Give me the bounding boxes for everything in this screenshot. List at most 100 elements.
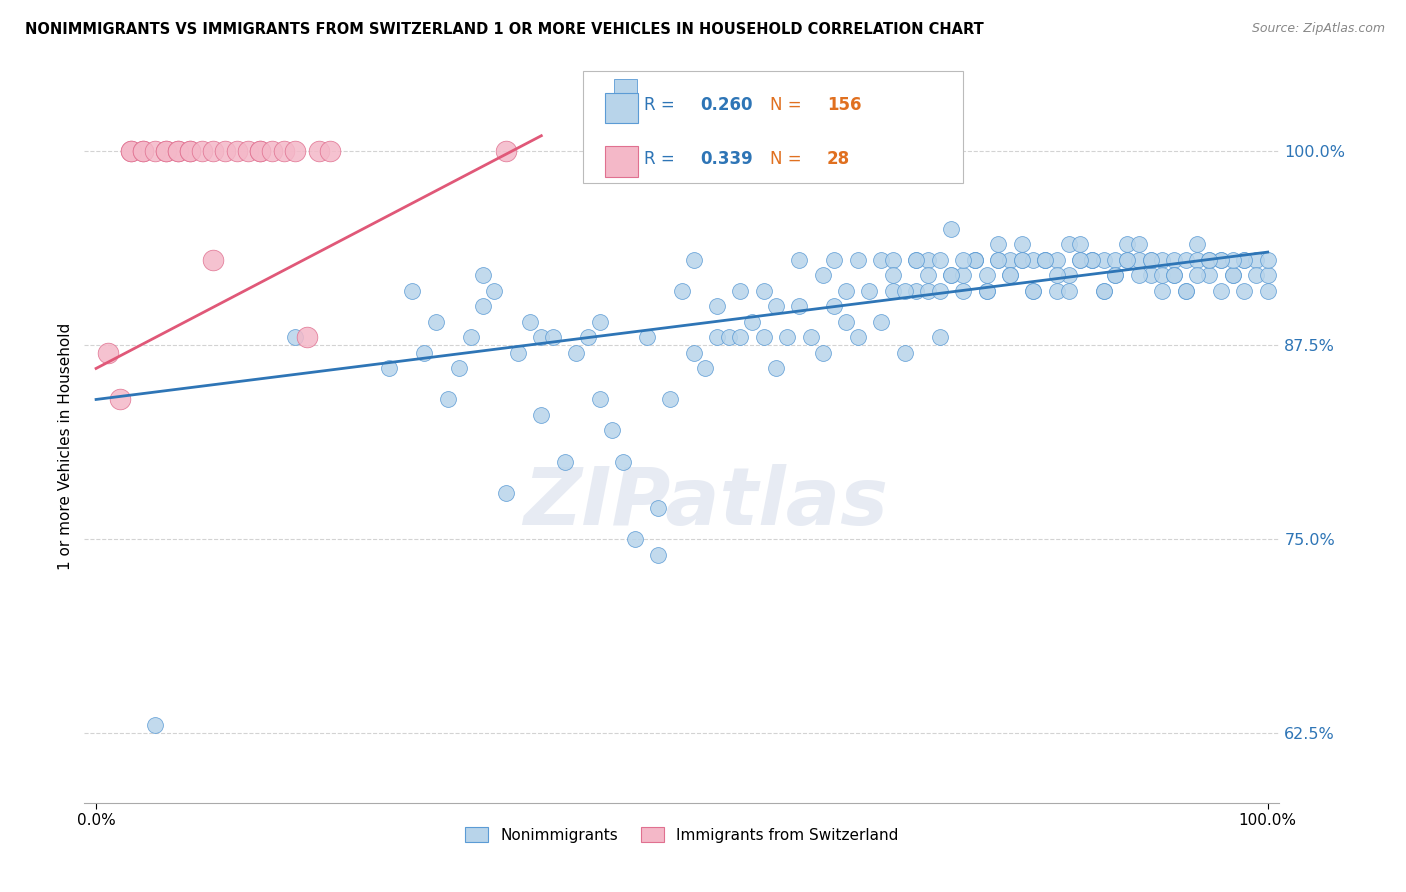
Point: [1116, 252, 1139, 267]
Point: [1222, 252, 1244, 267]
Point: [449, 361, 471, 376]
Point: [214, 145, 236, 159]
Point: [1163, 268, 1185, 283]
Point: [941, 222, 963, 236]
Point: [928, 330, 950, 344]
Point: [554, 454, 576, 468]
Point: [1116, 252, 1139, 267]
Point: [893, 346, 915, 360]
Point: [917, 268, 939, 283]
Point: [963, 252, 986, 267]
Point: [1104, 268, 1126, 283]
Point: [976, 268, 998, 283]
Point: [378, 361, 401, 376]
Point: [1139, 268, 1161, 283]
Point: [1092, 252, 1115, 267]
Point: [695, 361, 717, 376]
Text: Source: ZipAtlas.com: Source: ZipAtlas.com: [1251, 22, 1385, 36]
Point: [659, 392, 682, 407]
Point: [436, 392, 458, 407]
Point: [238, 145, 260, 159]
Point: [1092, 284, 1115, 298]
Point: [249, 145, 271, 159]
Point: [1187, 252, 1209, 267]
Point: [835, 315, 858, 329]
Point: [717, 330, 740, 344]
Point: [179, 145, 201, 159]
Point: [765, 361, 787, 376]
Point: [846, 330, 869, 344]
Point: [506, 346, 529, 360]
Point: [225, 145, 247, 159]
Point: [1244, 252, 1267, 267]
Point: [647, 501, 669, 516]
Point: [835, 284, 858, 298]
Point: [1174, 252, 1197, 267]
Point: [155, 145, 177, 159]
Point: [1152, 268, 1174, 283]
Point: [589, 392, 612, 407]
Point: [963, 252, 986, 267]
Point: [97, 346, 120, 360]
Point: [530, 408, 553, 422]
Point: [952, 284, 974, 298]
Point: [413, 346, 436, 360]
Point: [1139, 252, 1161, 267]
Point: [647, 548, 669, 562]
Point: [576, 330, 599, 344]
Point: [858, 284, 880, 298]
Point: [624, 532, 647, 546]
Point: [284, 330, 307, 344]
Point: [308, 145, 330, 159]
Point: [1081, 252, 1104, 267]
Point: [787, 299, 810, 313]
Point: [541, 330, 564, 344]
Point: [284, 145, 307, 159]
Point: [730, 284, 752, 298]
Point: [987, 252, 1010, 267]
Text: NONIMMIGRANTS VS IMMIGRANTS FROM SWITZERLAND 1 OR MORE VEHICLES IN HOUSEHOLD COR: NONIMMIGRANTS VS IMMIGRANTS FROM SWITZER…: [25, 22, 984, 37]
Point: [998, 268, 1021, 283]
Point: [1209, 284, 1232, 298]
Point: [495, 485, 517, 500]
Point: [1174, 284, 1197, 298]
Point: [1022, 252, 1045, 267]
Point: [741, 315, 763, 329]
Point: [1257, 268, 1279, 283]
Point: [471, 299, 494, 313]
Point: [671, 284, 693, 298]
Point: [530, 330, 553, 344]
Point: [706, 299, 728, 313]
Point: [706, 330, 728, 344]
Point: [143, 718, 166, 732]
Point: [1222, 268, 1244, 283]
Point: [905, 284, 928, 298]
Point: [319, 145, 342, 159]
Point: [811, 268, 834, 283]
Point: [1057, 237, 1080, 252]
Point: [882, 284, 904, 298]
Point: [917, 284, 939, 298]
Text: 156: 156: [827, 96, 862, 114]
Point: [1011, 252, 1033, 267]
Point: [1092, 284, 1115, 298]
Point: [1069, 237, 1091, 252]
Point: [1069, 252, 1091, 267]
Legend: Nonimmigrants, Immigrants from Switzerland: Nonimmigrants, Immigrants from Switzerla…: [460, 821, 904, 848]
Point: [1233, 284, 1256, 298]
Point: [823, 252, 845, 267]
Point: [484, 284, 506, 298]
Point: [846, 252, 869, 267]
Text: 0.339: 0.339: [700, 150, 754, 168]
Point: [143, 145, 166, 159]
Point: [1244, 268, 1267, 283]
Point: [963, 252, 986, 267]
Point: [132, 145, 155, 159]
Point: [787, 252, 810, 267]
Point: [495, 145, 517, 159]
Point: [976, 284, 998, 298]
Point: [976, 284, 998, 298]
Point: [1152, 284, 1174, 298]
Point: [612, 454, 634, 468]
Point: [108, 392, 131, 407]
